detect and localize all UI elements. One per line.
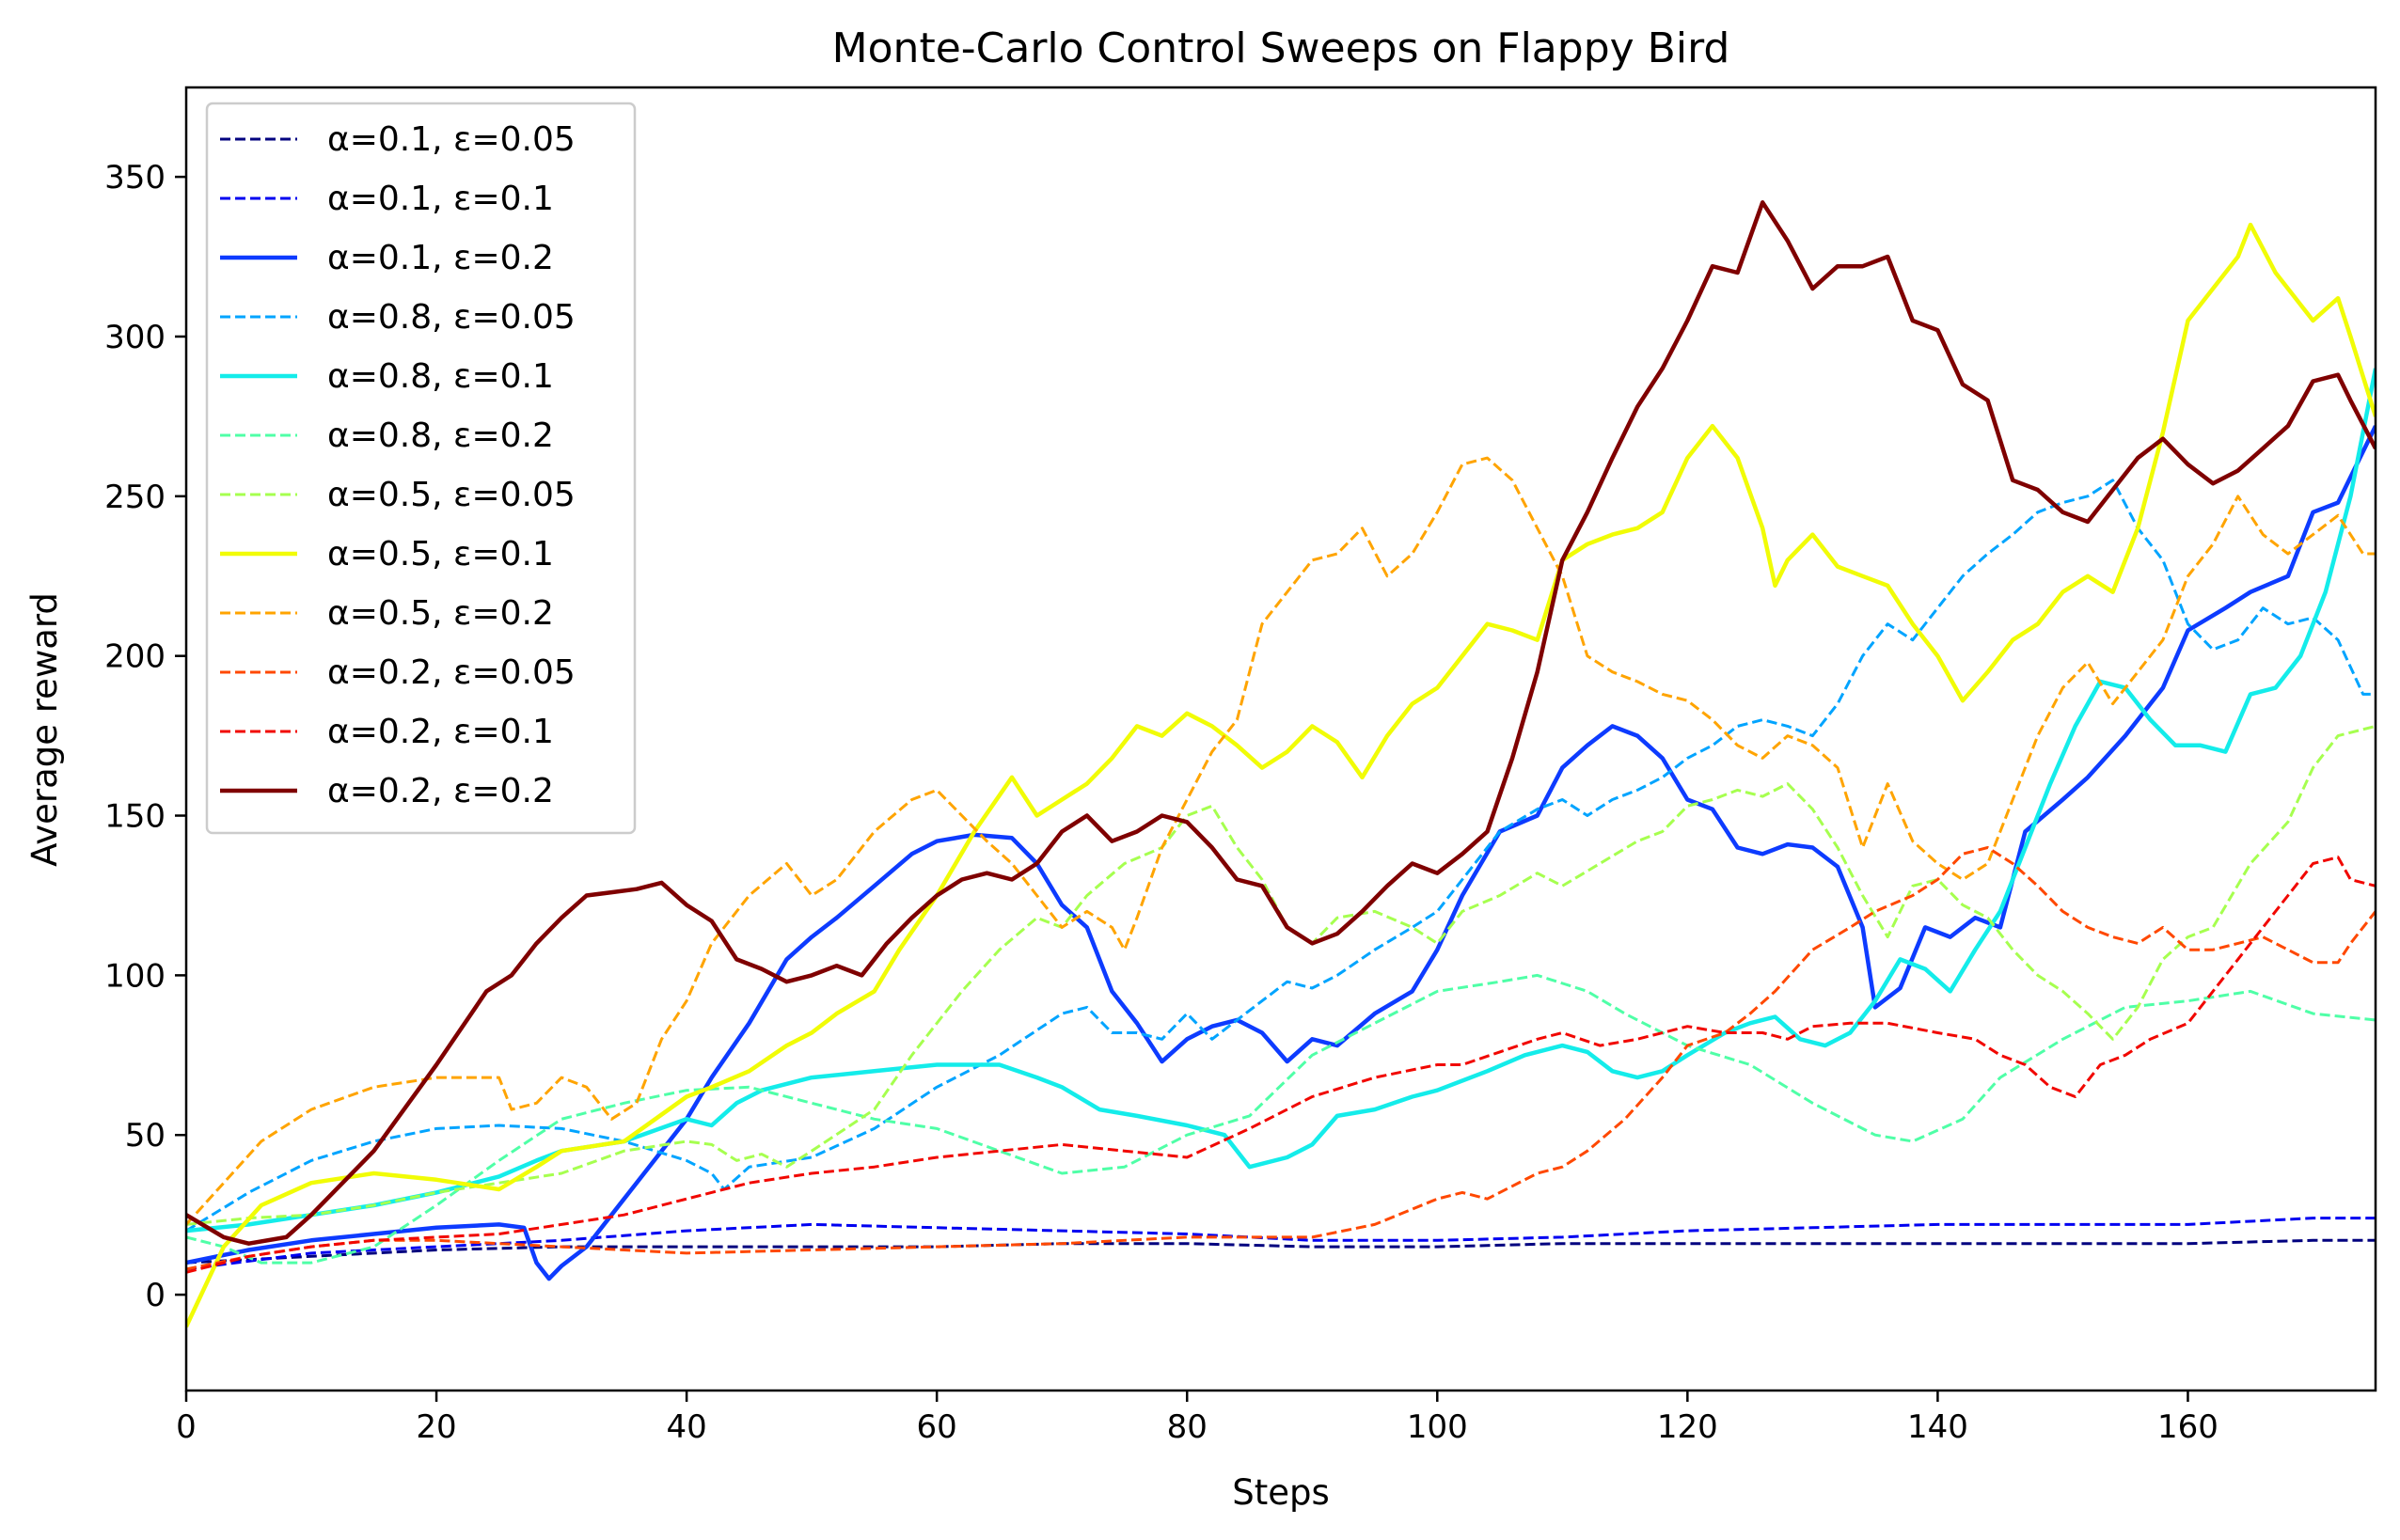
legend-entry-label: α=0.2, ε=0.05 [327, 653, 576, 692]
series-line-11 [186, 856, 2376, 1274]
x-tick-label: 0 [176, 1408, 197, 1446]
y-tick-label: 250 [104, 479, 166, 516]
series-line-2 [186, 1217, 2376, 1271]
y-axis-ticks: 0 50 100 150 200 250 300 350 [104, 159, 186, 1314]
legend: α=0.1, ε=0.05 α=0.1, ε=0.1 α=0.1, ε=0.2 α=0… [205, 102, 637, 835]
legend-entry-label: α=0.1, ε=0.05 [327, 120, 576, 159]
y-tick-label: 200 [104, 638, 166, 676]
x-tick-label: 40 [666, 1408, 706, 1446]
legend-entry-label: α=0.8, ε=0.2 [327, 416, 554, 455]
x-tick-label: 160 [2157, 1408, 2218, 1446]
legend-entry-label: α=0.1, ε=0.1 [327, 180, 554, 218]
legend-entry-label: α=0.1, ε=0.2 [327, 239, 554, 277]
x-tick-label: 140 [1907, 1408, 1968, 1446]
y-axis-label: Average reward [24, 592, 65, 867]
x-tick-label: 80 [1167, 1408, 1208, 1446]
legend-entry-label: α=0.8, ε=0.1 [327, 357, 554, 396]
legend-entry-label: α=0.8, ε=0.05 [327, 298, 576, 337]
series-line-5 [186, 368, 2376, 1234]
legend-entry-label: α=0.5, ε=0.05 [327, 476, 576, 514]
series-line-7 [186, 724, 2376, 1226]
series-line-12 [186, 200, 2376, 1246]
plot-area-frame [184, 86, 2377, 1392]
series-line-10 [186, 846, 2376, 1271]
legend-entry-label: α=0.5, ε=0.2 [327, 594, 554, 633]
series-line-4 [186, 479, 2376, 1233]
x-tick-label: 120 [1657, 1408, 1718, 1446]
series-line-9 [186, 456, 2376, 1226]
y-tick-label: 100 [104, 957, 166, 995]
chart-title: Monte-Carlo Control Sweeps on Flappy Bir… [832, 24, 1730, 72]
y-tick-label: 300 [104, 319, 166, 356]
y-tick-label: 150 [104, 798, 166, 836]
x-tick-label: 60 [917, 1408, 957, 1446]
series-line-8 [186, 222, 2376, 1328]
y-tick-label: 350 [104, 159, 166, 196]
y-tick-label: 50 [125, 1117, 166, 1155]
legend-entry-label: α=0.5, ε=0.1 [327, 535, 554, 574]
series-line-6 [186, 973, 2376, 1265]
x-axis-label: Steps [1232, 1472, 1330, 1513]
legend-entry-label: α=0.2, ε=0.2 [327, 772, 554, 810]
x-tick-label: 20 [416, 1408, 456, 1446]
series-layer [186, 200, 2376, 1328]
legend-box [205, 102, 637, 835]
y-tick-label: 0 [145, 1277, 166, 1314]
x-axis-ticks: 0 20 40 60 80 100 120 140 160 [176, 1391, 2218, 1446]
x-tick-label: 100 [1407, 1408, 1468, 1446]
legend-entry-label: α=0.2, ε=0.1 [327, 713, 554, 751]
